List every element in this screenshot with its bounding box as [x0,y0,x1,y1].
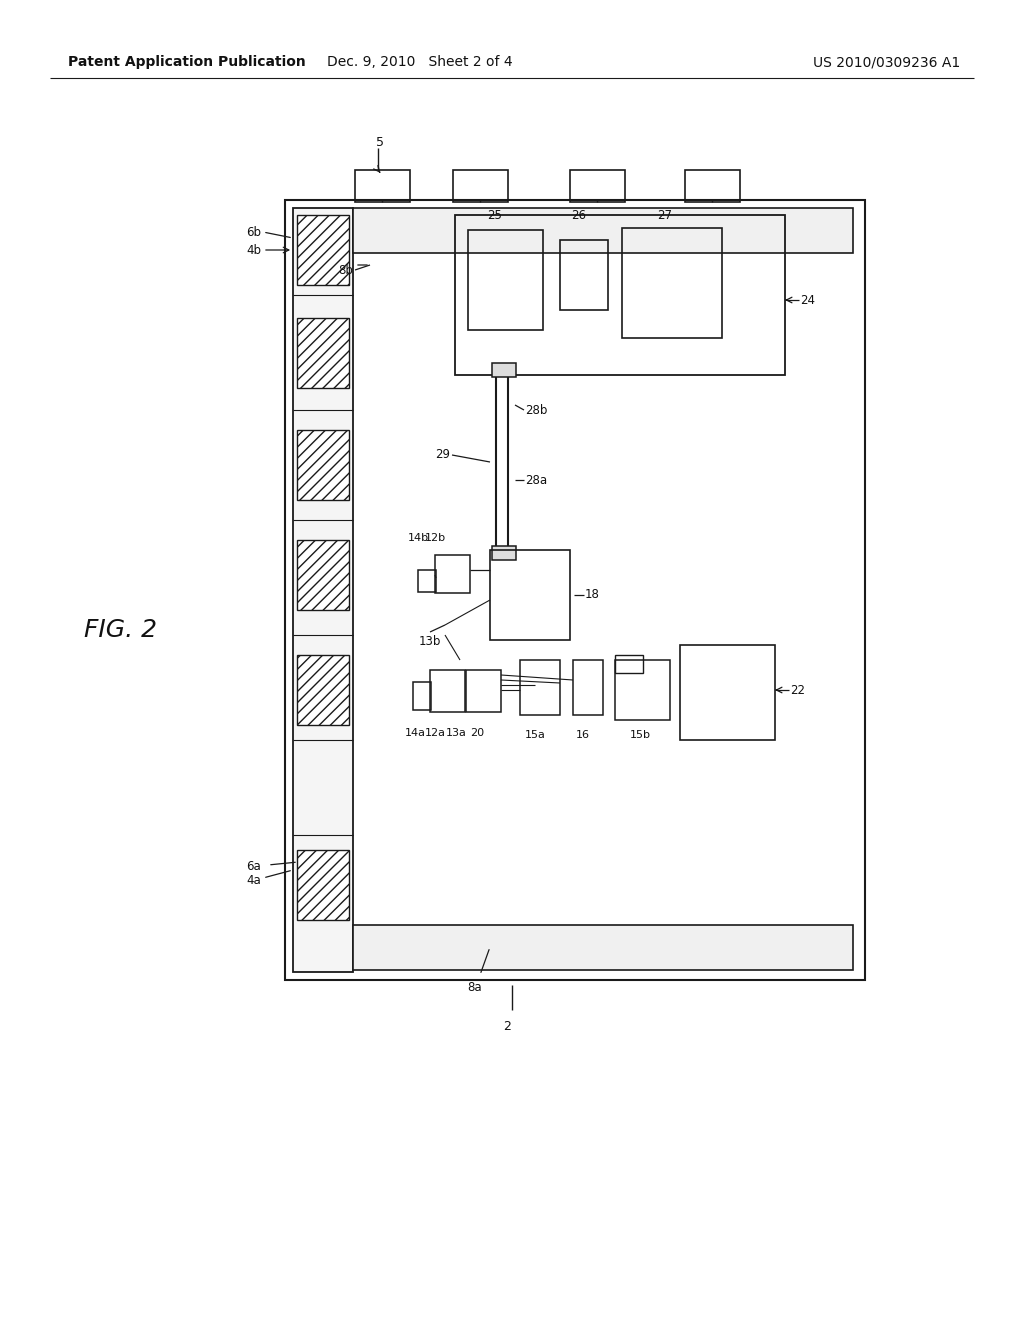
Text: 15b: 15b [630,730,650,741]
Bar [293,209,353,972]
Bar [680,645,775,741]
Bar [615,655,643,673]
Bar [685,170,740,202]
Text: Patent Application Publication: Patent Application Publication [68,55,306,69]
Bar [297,655,349,725]
Bar [560,240,608,310]
Text: 16: 16 [575,730,590,741]
Text: 14a: 14a [404,729,426,738]
Bar [418,570,436,591]
Bar [297,430,349,500]
Bar [353,209,853,253]
Bar [435,554,470,593]
Text: 22: 22 [790,684,805,697]
Bar [297,318,349,388]
Text: 28a: 28a [525,474,547,487]
Bar [455,215,785,375]
Bar [492,363,516,378]
Bar [453,170,508,202]
Bar [413,682,431,710]
Text: 25: 25 [487,209,503,222]
Text: 6b: 6b [246,226,261,239]
Bar [285,201,865,979]
Text: 15a: 15a [524,730,546,741]
Bar [573,660,603,715]
Text: FIG. 2: FIG. 2 [84,618,157,642]
Text: 14b: 14b [408,533,429,543]
Text: 27: 27 [657,209,673,222]
Text: Dec. 9, 2010   Sheet 2 of 4: Dec. 9, 2010 Sheet 2 of 4 [328,55,513,69]
Bar [615,660,670,719]
Text: 4b: 4b [246,243,261,256]
Text: US 2010/0309236 A1: US 2010/0309236 A1 [813,55,961,69]
Bar [520,660,560,715]
Text: 18: 18 [585,589,600,602]
Text: 12a: 12a [425,729,445,738]
Bar [297,540,349,610]
Bar [430,671,465,711]
Text: 6a: 6a [246,859,261,873]
Text: 8b: 8b [338,264,353,276]
Bar [353,925,853,970]
Text: 4a: 4a [246,874,261,887]
Text: 13b: 13b [419,635,441,648]
Text: 20: 20 [470,729,484,738]
Bar [355,170,410,202]
Bar [570,170,625,202]
Bar [492,546,516,560]
Bar [622,228,722,338]
Text: 29: 29 [435,449,450,462]
Text: 2: 2 [503,1020,511,1034]
Bar [466,671,501,711]
Text: 28b: 28b [525,404,548,417]
Text: 12b: 12b [424,533,445,543]
Text: 26: 26 [571,209,587,222]
Bar [468,230,543,330]
Bar [297,215,349,285]
Text: 5: 5 [376,136,384,149]
Bar [490,550,570,640]
Text: 13a: 13a [445,729,467,738]
Bar [297,850,349,920]
Text: 8a: 8a [468,981,482,994]
Text: 24: 24 [800,293,815,306]
